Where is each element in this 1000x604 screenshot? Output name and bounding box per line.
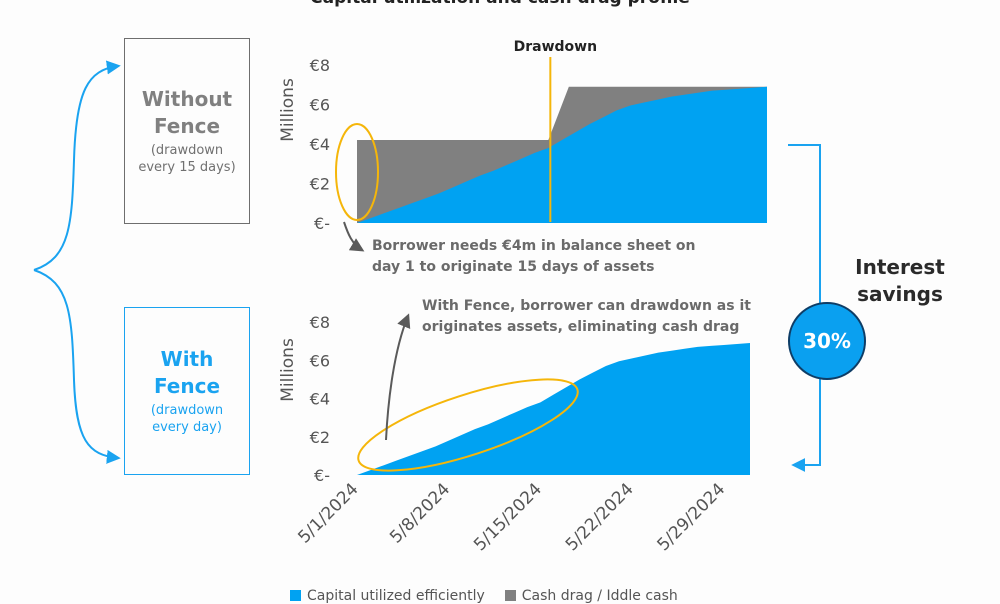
legend-blue-label: Capital utilized efficiently [307, 588, 485, 604]
with-fence-arrow [385, 313, 411, 441]
drawdown-label: Drawdown [514, 39, 597, 55]
without-fence-sub-1: (drawdown [150, 143, 224, 158]
without-fence-title-1: Without [141, 87, 233, 111]
borrower-note-line1: Borrower needs €4m in balance sheet on [372, 238, 695, 254]
top-ytick-2: €4 [310, 135, 330, 154]
top-ylabel: Millions [278, 78, 298, 142]
interest-savings-label: Interest savings [830, 254, 970, 308]
with-fence-box: With Fence (drawdown every day) [124, 307, 250, 475]
left-brace-bottom [33, 269, 121, 464]
without-fence-box: Without Fence (drawdown every 15 days) [124, 38, 250, 224]
bottom-ytick-2: €4 [310, 390, 330, 409]
legend-gray-swatch [504, 590, 516, 601]
bottom-ylabel: Millions [278, 338, 298, 402]
legend-blue-swatch [290, 590, 301, 601]
borrower-note-line2: day 1 to originate 15 days of assets [372, 259, 654, 275]
bottom-ytick-1: €2 [310, 428, 330, 447]
bottom-ytick-3: €6 [310, 351, 330, 370]
top-ytick-3: €6 [310, 96, 330, 115]
interest-savings-line1: Interest [855, 255, 945, 279]
with-fence-note-line2: originates assets, eliminating cash drag [422, 319, 739, 335]
top-ytick-1: €2 [310, 175, 330, 194]
without-fence-sub-2: every 15 days) [138, 160, 236, 175]
xtick-label-1: 5/8/2024 [386, 479, 454, 547]
top-ytick-0: €- [314, 214, 330, 233]
xtick-label-2: 5/15/2024 [470, 479, 546, 555]
savings-percent-badge: 30% [788, 302, 866, 380]
top-capital-utilized-area [357, 86, 767, 223]
bottom-capital-utilized-area [357, 343, 750, 475]
bottom-ytick-4: €8 [310, 313, 330, 332]
without-fence-title-2: Fence [153, 114, 221, 138]
bottom-chart: €- €2 €4 €6 €8 Millions With Fence, borrower… [278, 298, 751, 555]
with-fence-title-1: With [160, 347, 214, 371]
chart-title: Capital utilization and cash drag profil… [0, 0, 1000, 8]
bottom-highlight-ellipse [357, 378, 579, 472]
interest-savings-line2: savings [857, 282, 943, 306]
with-fence-title-2: Fence [153, 374, 221, 398]
xtick-label-3: 5/22/2024 [562, 479, 638, 555]
top-chart: Drawdown €- €2 €4 €6 €8 Millions Borrower ne… [278, 39, 767, 275]
xtick-label-4: 5/29/2024 [654, 479, 730, 555]
bottom-ytick-0: €- [314, 466, 330, 485]
xtick-label-0: 5/1/2024 [294, 479, 362, 547]
top-highlight-ellipse [335, 123, 379, 221]
left-brace-top [33, 60, 121, 271]
with-fence-sub-1: (drawdown [150, 403, 224, 418]
legend: Capital utilized efficiently Cash drag / … [290, 588, 678, 604]
top-ytick-4: €8 [310, 56, 330, 75]
legend-gray-label: Cash drag / Iddle cash [521, 588, 678, 604]
borrower-arrow [343, 221, 365, 252]
with-fence-sub-2: every day) [152, 420, 222, 435]
with-fence-note-line1: With Fence, borrower can drawdown as it [422, 298, 751, 314]
